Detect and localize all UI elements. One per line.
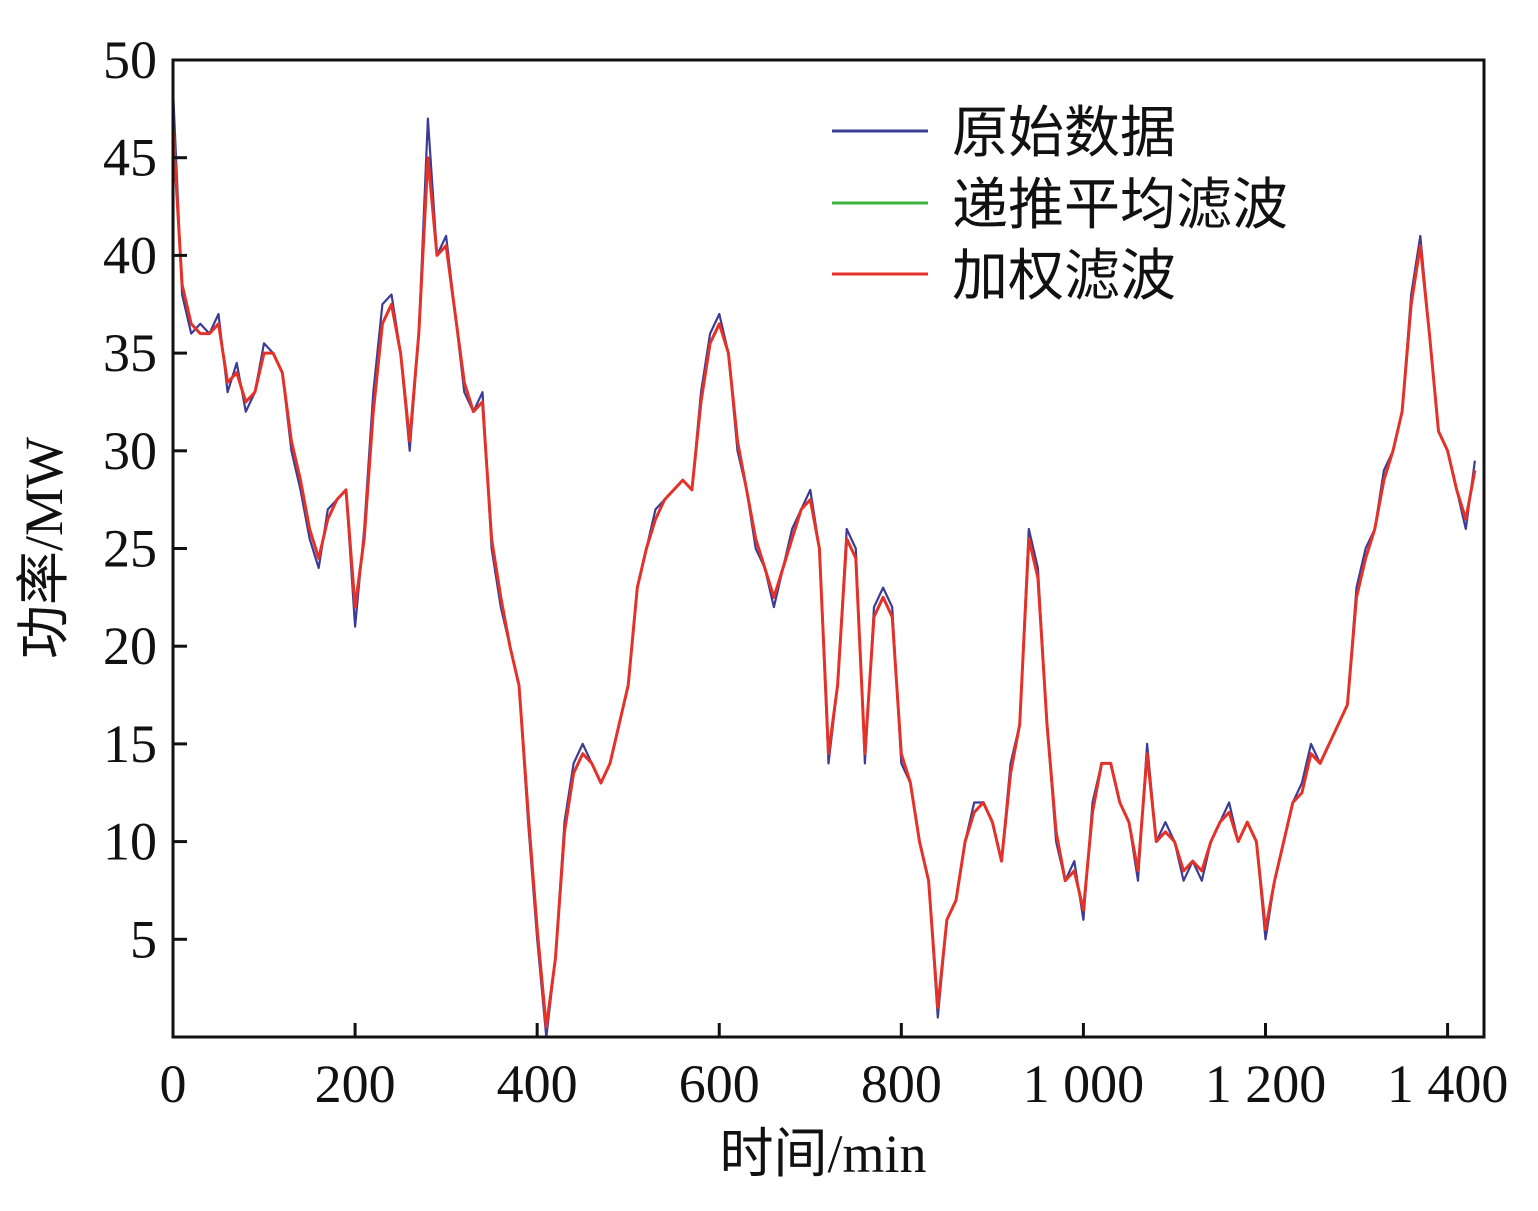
y-axis: 5 10 15 20 25 30 35 40 45 50	[103, 30, 187, 969]
y-tick-label: 15	[103, 714, 157, 774]
y-tick-label: 30	[103, 421, 157, 481]
y-tick-label: 5	[130, 909, 157, 969]
y-axis-title: 功率/MW	[14, 437, 74, 659]
series-line-weighted	[171, 128, 1477, 1029]
series-layer	[171, 89, 1477, 1039]
legend-label-raw: 原始数据	[952, 103, 1176, 165]
x-axis-title: 时间/min	[719, 1124, 926, 1184]
x-tick-label: 1 000	[1023, 1054, 1145, 1114]
y-tick-label: 35	[103, 323, 157, 383]
y-tick-label: 50	[103, 30, 157, 90]
x-tick-label: 200	[315, 1054, 396, 1114]
y-tick-label: 10	[103, 812, 157, 872]
legend-label-weighted: 加权滤波	[952, 246, 1176, 308]
y-tick-label: 40	[103, 225, 157, 285]
x-tick-label: 0	[160, 1054, 187, 1114]
x-axis: 0 200 400 600 800 1 000 1 200 1 400	[160, 1023, 1509, 1114]
x-tick-label: 1 400	[1387, 1054, 1509, 1114]
series-line-recursive	[171, 118, 1476, 1029]
x-tick-label: 800	[861, 1054, 942, 1114]
x-tick-label: 600	[679, 1054, 760, 1114]
y-tick-label: 20	[103, 616, 157, 676]
y-tick-label: 45	[103, 128, 157, 188]
y-tick-label: 25	[103, 519, 157, 579]
legend-label-recursive: 递推平均滤波	[952, 175, 1288, 237]
x-tick-label: 400	[497, 1054, 578, 1114]
x-tick-label: 1 200	[1205, 1054, 1327, 1114]
legend: 原始数据 递推平均滤波 加权滤波	[832, 103, 1288, 308]
